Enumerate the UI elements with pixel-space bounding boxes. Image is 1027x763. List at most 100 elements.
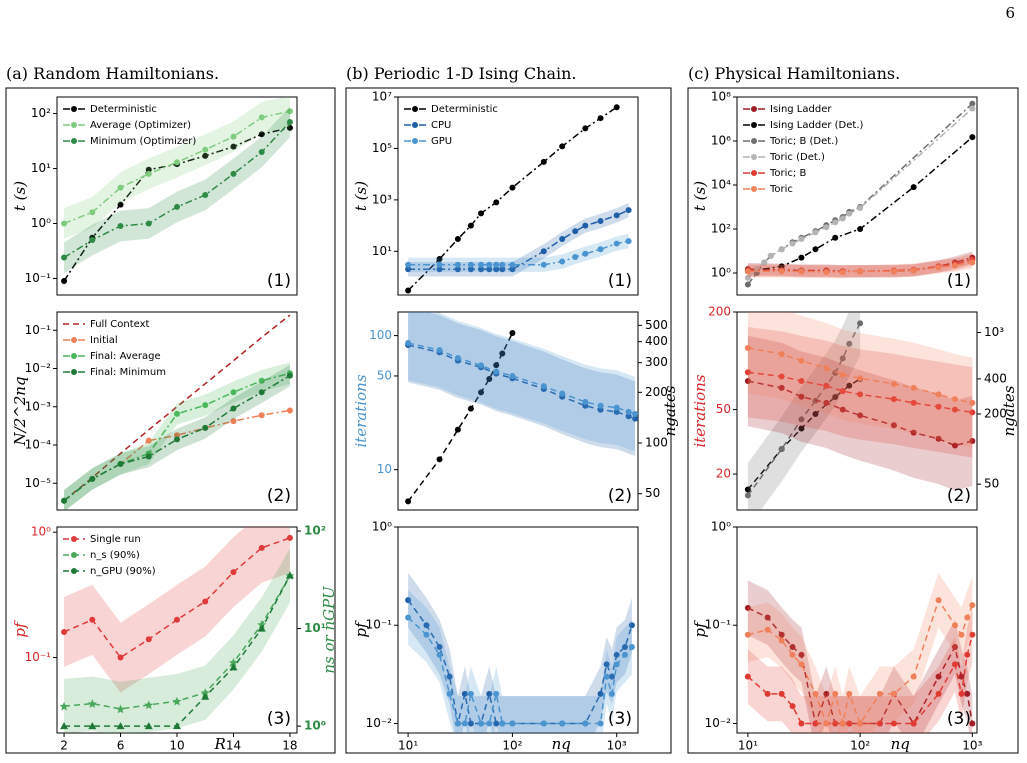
series-band [408,233,629,272]
data-point [951,442,958,449]
data-point [144,700,154,710]
data-point [117,654,124,661]
data-point [823,690,830,697]
series-band [64,97,290,239]
data-point [625,207,632,214]
data-point [286,372,293,379]
legend-label: Average (Optimizer) [90,120,191,131]
data-point [436,256,443,263]
data-point [540,248,547,255]
data-point [486,720,493,727]
data-point [613,661,620,668]
data-point [582,398,589,405]
data-point [559,720,566,727]
data-point [582,222,589,229]
data-point [764,614,771,621]
data-point [467,405,474,412]
data-point [613,104,620,111]
x-tick-label: 6 [117,739,125,753]
data-point [846,340,853,347]
data-point [778,246,785,253]
y2-tick-label: 10² [304,524,326,538]
y-tick-label: 10⁸ [711,90,731,104]
y-axis-label: N/2^2nq [11,376,29,446]
data-point [499,266,506,273]
data-point [798,357,805,364]
panel-a2: 10⁻⁵ 10⁻⁴ 10⁻³ 10⁻² 10⁻¹ N/2^2nq (2) Full Conte… [11,311,298,511]
data-point [951,661,958,668]
legend-label: Ising Ladder [770,104,832,115]
data-point [61,628,68,635]
data-point [230,389,237,396]
data-point [258,544,265,551]
data-point [969,602,976,609]
x-axis-label: nq [552,735,571,753]
data-point [572,254,579,261]
page-number: 6 [1005,4,1015,22]
x-tick-label: 18 [282,739,297,753]
data-point [540,158,547,165]
y-tick-label: 10⁻¹ [366,618,393,632]
x-tick-label: 10¹ [398,739,418,753]
data-point [89,616,96,623]
data-point [454,720,461,727]
data-point [202,424,209,431]
data-point [405,266,412,273]
y-tick-label: 10¹ [372,244,392,258]
data-point [958,690,965,697]
data-point [744,378,751,385]
series-band [64,548,290,733]
panel-label: (2) [947,486,971,506]
data-point [935,435,942,442]
series-band [64,527,290,693]
data-point [200,688,210,698]
data-point [405,261,412,268]
column-c-title: (c) Physical Hamiltonians. [688,64,901,83]
data-point [823,224,830,231]
data-point [486,266,493,273]
legend-label: Initial [90,335,118,346]
data-point [839,269,846,276]
data-point [436,261,443,268]
data-point [744,631,751,638]
legend-marker [412,122,418,128]
data-point [145,170,152,177]
data-point [778,263,785,270]
data-point [744,369,751,376]
series-band [747,572,973,733]
data-point [778,373,785,380]
data-point [499,720,506,727]
data-point [846,210,853,217]
data-point [486,690,493,697]
data-point [935,597,942,604]
data-point [257,624,266,632]
data-point [608,690,615,697]
data-point [117,184,124,191]
data-point [857,205,864,212]
data-point [964,614,971,621]
y-tick-label: 10⁻⁵ [25,476,52,490]
data-point [145,453,152,460]
data-point [61,220,68,227]
data-point [910,267,917,274]
data-point [613,408,620,415]
y-tick-label: 200 [708,305,731,319]
data-point [910,384,917,391]
legend-label: CPU [431,120,451,131]
y2-tick-label: 10⁰ [304,719,326,733]
y-tick-label: 10² [31,106,51,120]
data-point [778,637,785,644]
plot-area [405,104,632,294]
data-point [446,673,453,680]
data-point [61,497,68,504]
data-point [286,108,293,115]
data-point [467,690,474,697]
data-point [951,262,958,269]
data-point [493,362,500,369]
data-point [951,644,958,651]
data-point [798,254,805,261]
y-tick-label: 10⁻¹ [25,650,52,664]
data-point [935,391,942,398]
data-point [744,281,751,288]
